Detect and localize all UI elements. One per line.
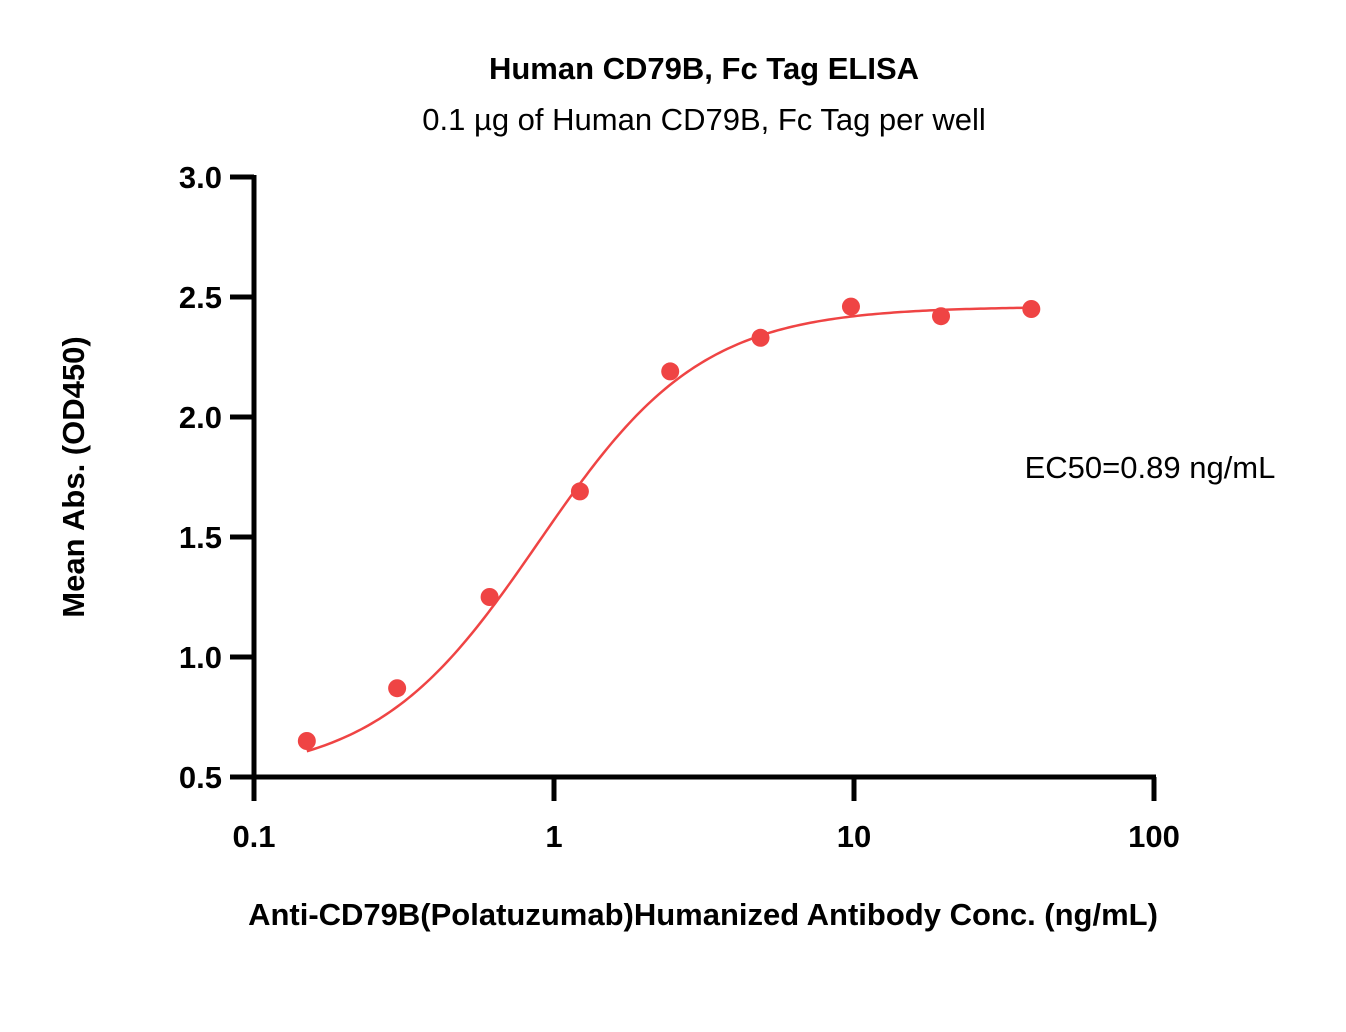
chart-subtitle: 0.1 µg of Human CD79B, Fc Tag per well bbox=[422, 102, 986, 137]
y-tick-label: 1.0 bbox=[179, 640, 222, 675]
x-tick-label: 1 bbox=[545, 819, 562, 854]
data-point bbox=[661, 362, 680, 381]
y-tick-label: 1.5 bbox=[179, 520, 222, 555]
y-tick-label: 2.5 bbox=[179, 280, 222, 315]
fit-curve bbox=[306, 306, 1032, 753]
data-point bbox=[751, 328, 770, 347]
x-tick-label: 0.1 bbox=[232, 819, 275, 854]
data-point bbox=[297, 732, 316, 750]
axes bbox=[251, 175, 1156, 780]
y-tick-label: 3.0 bbox=[179, 160, 222, 195]
points-layer bbox=[297, 297, 1041, 750]
ec50-annotation: EC50=0.89 ng/mL bbox=[1025, 450, 1276, 485]
data-point bbox=[480, 588, 499, 606]
chart-title: Human CD79B, Fc Tag ELISA bbox=[489, 51, 919, 86]
y-tick-label: 0.5 bbox=[179, 760, 222, 795]
data-point bbox=[932, 307, 951, 326]
y-axis-label: Mean Abs. (OD450) bbox=[56, 336, 91, 617]
ticks: 0.5 1.0 1.5 2.0 2.5 3.0 0.1 1 10 100 bbox=[179, 160, 1180, 854]
data-point bbox=[1022, 300, 1041, 318]
data-point bbox=[388, 679, 407, 698]
y-tick-label: 2.0 bbox=[179, 400, 222, 435]
x-tick-label: 100 bbox=[1128, 819, 1180, 854]
fit-layer bbox=[306, 306, 1032, 753]
data-point bbox=[570, 482, 589, 501]
data-point bbox=[841, 297, 860, 316]
x-tick-label: 10 bbox=[837, 819, 871, 854]
x-axis-label: Anti-CD79B(Polatuzumab)Humanized Antibod… bbox=[248, 897, 1158, 932]
